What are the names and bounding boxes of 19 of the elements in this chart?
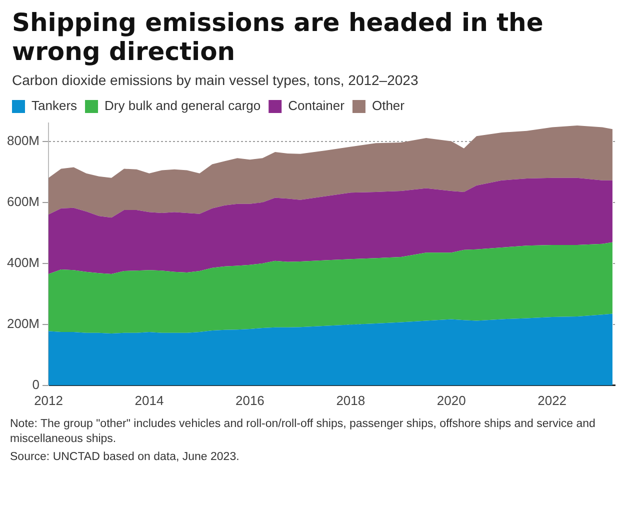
y-tick-label: 800M bbox=[6, 132, 40, 148]
legend-label: Other bbox=[372, 98, 406, 114]
chart-title: Shipping emissions are headed in the wrong direction bbox=[11, 7, 544, 66]
text: Note: The group "other" includes vehicles and roll-on/roll-off ships, passenger ships, offshore ships and service and miscellaneous ships. bbox=[10, 417, 596, 447]
y-tick-label: 400M bbox=[6, 254, 40, 270]
legend-label: Dry bulk and general cargo bbox=[104, 98, 261, 114]
x-tick-label: 2016 bbox=[235, 392, 264, 408]
x-tick-label: 2018 bbox=[336, 392, 366, 408]
x-tick-label: 2014 bbox=[134, 392, 164, 408]
source-note: Source: UNCTAD based on data, June 2023. bbox=[10, 450, 240, 465]
x-tick-label: 2020 bbox=[436, 392, 466, 408]
y-tick-label: 0 bbox=[32, 376, 40, 392]
y-tick-label: 600M bbox=[6, 194, 40, 209]
x-tick-label: 2012 bbox=[34, 392, 63, 408]
chart-subtitle: Carbon dioxide emissions by main vessel types, tons, 2012–2023 bbox=[11, 71, 420, 90]
y-tick-label: 200M bbox=[6, 316, 40, 331]
legend-label: Container bbox=[288, 98, 346, 114]
legend-label: Tankers bbox=[32, 98, 78, 114]
x-tick-label: 2022 bbox=[538, 392, 567, 408]
